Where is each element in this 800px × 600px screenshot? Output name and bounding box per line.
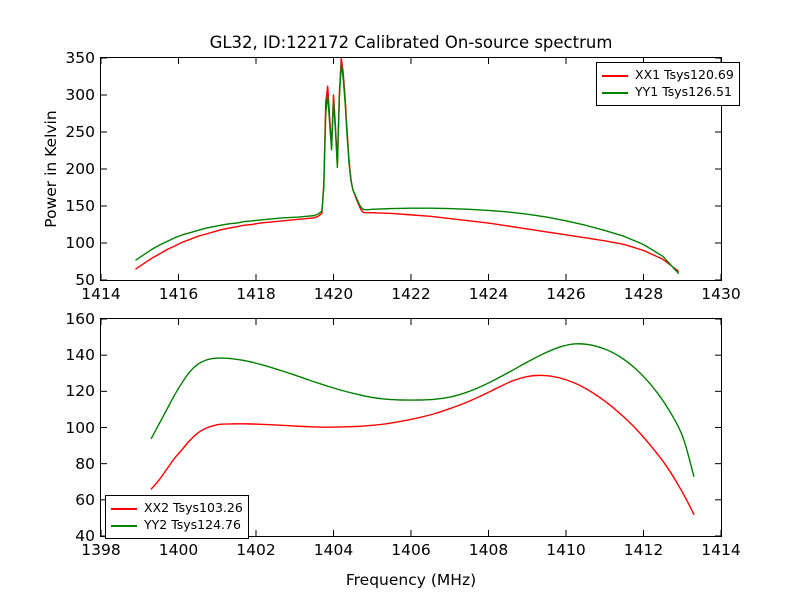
y-tick-label: 100 [65, 234, 95, 252]
y-tick-label: 40 [75, 527, 95, 545]
x-tick-label: 1420 [313, 285, 354, 303]
top-panel-ylabel: Power in Kelvin [42, 110, 60, 228]
x-tick-label: 1422 [391, 285, 431, 303]
legend-entry: YY2 Tsys124.76 [111, 517, 243, 534]
x-tick-label: 1408 [468, 541, 509, 559]
y-tick-label: 100 [65, 418, 95, 437]
y-tick-label: 250 [65, 123, 95, 141]
x-tick-label: 1416 [158, 285, 199, 303]
x-tick-label: 1426 [546, 285, 586, 303]
x-tick-label: 1398 [81, 541, 121, 559]
x-tick-label: 1412 [623, 541, 664, 559]
bottom-panel-xlabel: Frequency (MHz) [345, 571, 477, 589]
x-tick-label: 1410 [546, 541, 586, 559]
x-tick-label: 1402 [236, 541, 276, 559]
x-tick-label: 1404 [313, 541, 354, 559]
top-panel-plot [101, 58, 721, 280]
legend-color-swatch [602, 91, 628, 94]
y-tick-label: 50 [75, 271, 95, 289]
y-tick-label: 120 [65, 382, 95, 401]
bottom-panel-axes [100, 318, 722, 537]
figure-title: GL32, ID:122172 Calibrated On-source spe… [209, 33, 613, 52]
legend-entry: XX1 Tsys120.69 [602, 67, 734, 84]
y-tick-label: 60 [75, 490, 95, 509]
legend-color-swatch [602, 74, 628, 77]
legend-label: XX1 Tsys120.69 [635, 67, 734, 83]
legend-color-swatch [111, 524, 137, 527]
x-tick-label: 1430 [701, 285, 741, 303]
y-tick-label: 150 [65, 197, 95, 215]
y-tick-label: 300 [65, 86, 95, 104]
series-line [135, 63, 680, 275]
x-tick-label: 1418 [236, 285, 276, 303]
y-tick-label: 160 [65, 310, 95, 328]
series-line [150, 374, 695, 515]
y-tick-label: 200 [65, 160, 95, 178]
x-tick-label: 1414 [81, 285, 121, 303]
bottom-panel-legend: XX2 Tsys103.26 YY2 Tsys124.76 [105, 495, 249, 539]
legend-label: YY1 Tsys126.51 [635, 84, 732, 100]
x-tick-label: 1414 [701, 541, 741, 559]
x-tick-label: 1406 [391, 541, 431, 559]
y-tick-label: 80 [75, 454, 95, 473]
x-tick-label: 1428 [623, 285, 664, 303]
legend-color-swatch [111, 507, 137, 510]
legend-label: XX2 Tsys103.26 [144, 500, 243, 516]
x-tick-label: 1424 [468, 285, 509, 303]
x-tick-label: 1400 [158, 541, 199, 559]
legend-label: YY2 Tsys124.76 [144, 517, 241, 533]
series-line [150, 343, 695, 478]
y-tick-label: 140 [65, 346, 95, 365]
legend-entry: XX2 Tsys103.26 [111, 500, 243, 517]
legend-entry: YY1 Tsys126.51 [602, 84, 734, 101]
bottom-panel-plot [101, 319, 721, 536]
y-tick-label: 350 [65, 49, 95, 67]
top-panel-legend: XX1 Tsys120.69 YY1 Tsys126.51 [596, 62, 740, 106]
